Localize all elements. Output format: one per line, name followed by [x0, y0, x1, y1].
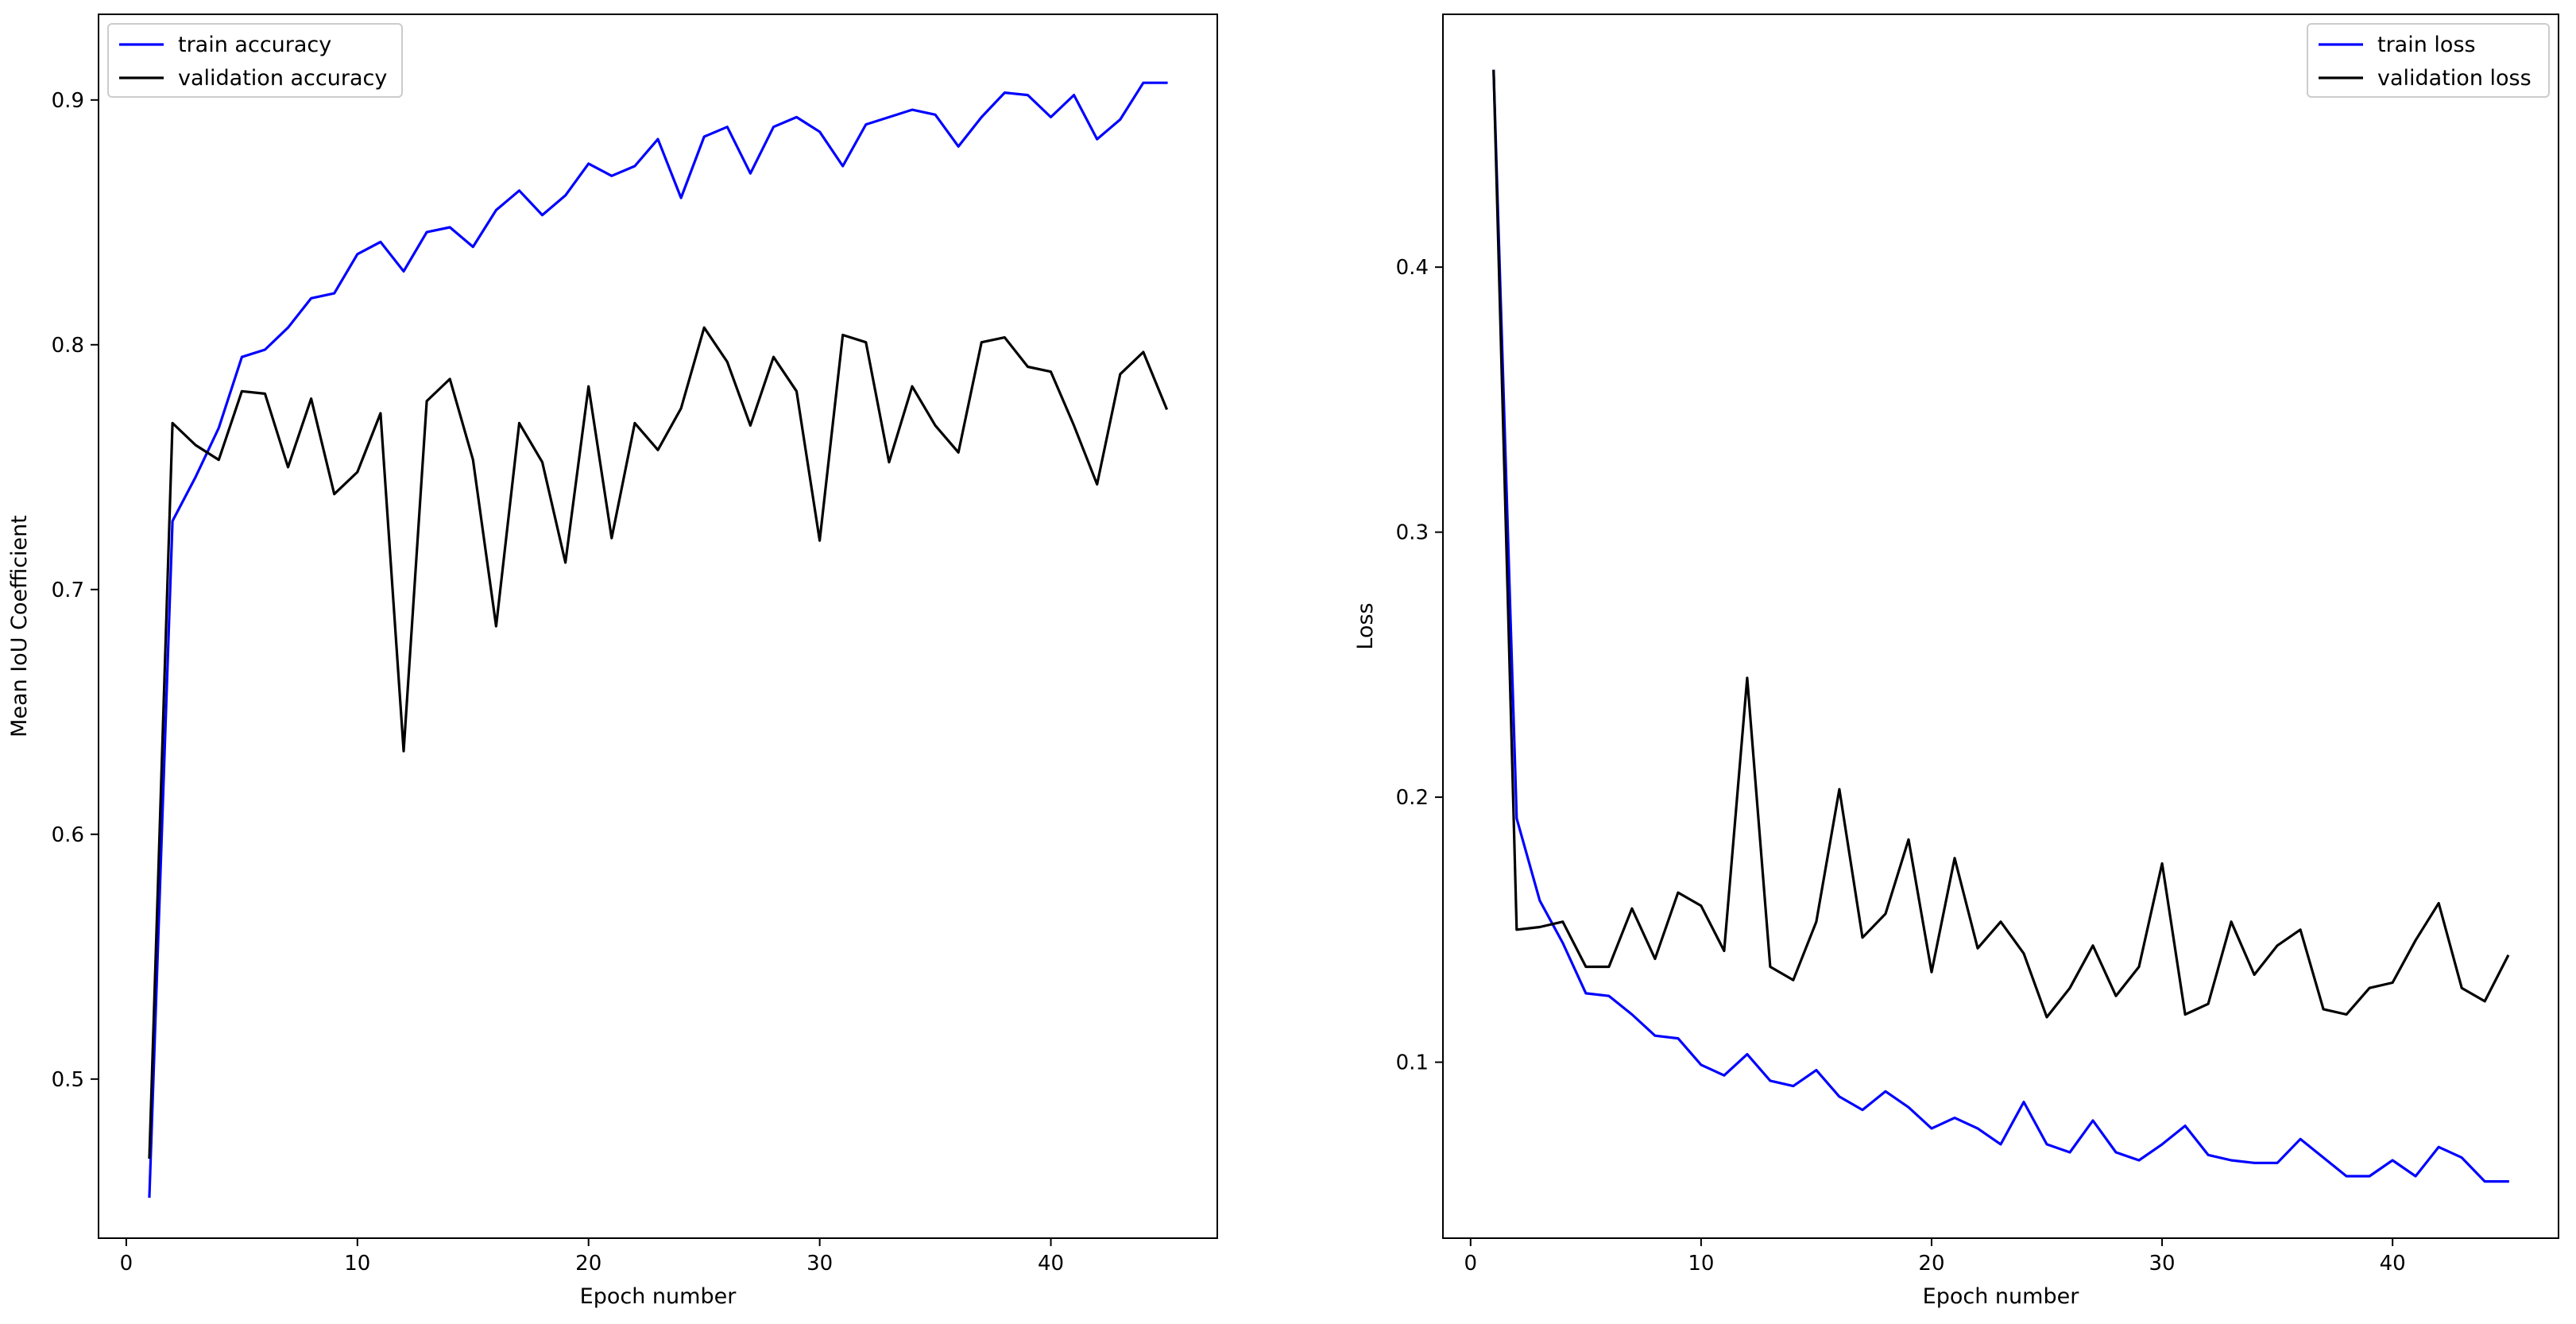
- y-axis-title: Mean IoU Coefficient: [7, 515, 32, 737]
- y-tick-label: 0.7: [52, 579, 84, 602]
- x-axis-title: Epoch number: [1923, 1284, 2080, 1309]
- y-tick-label: 0.6: [52, 823, 84, 847]
- x-tick-label: 0: [120, 1252, 133, 1276]
- series-line-validation-loss: [1492, 69, 2510, 1019]
- legend-label: validation loss: [2377, 66, 2532, 91]
- y-tick-label: 0.5: [52, 1068, 84, 1092]
- x-tick-label: 0: [1464, 1252, 1478, 1276]
- y-tick-label: 0.2: [1396, 786, 1429, 810]
- series-line-validation-accuracy: [148, 326, 1169, 1159]
- x-tick-label: 30: [806, 1252, 833, 1276]
- x-tick-label: 40: [2380, 1252, 2406, 1276]
- plot-frame: [98, 14, 1218, 1239]
- series-line-train-loss: [1492, 69, 2509, 1183]
- y-tick-label: 0.4: [1396, 256, 1429, 280]
- y-axis-title: Loss: [1353, 602, 1378, 649]
- x-axis-title: Epoch number: [580, 1284, 737, 1309]
- x-tick-label: 40: [1038, 1252, 1064, 1276]
- legend: train accuracy validation accuracy: [107, 23, 403, 98]
- x-tick-label: 10: [1688, 1252, 1714, 1276]
- legend-label: train accuracy: [178, 33, 331, 57]
- series-line-train-accuracy: [148, 81, 1168, 1198]
- x-tick-label: 10: [344, 1252, 370, 1276]
- plot-frame: [1442, 14, 2559, 1239]
- legend-label: train loss: [2377, 33, 2476, 57]
- x-tick-label: 20: [575, 1252, 601, 1276]
- y-tick-label: 0.1: [1396, 1051, 1429, 1075]
- legend-label: validation accuracy: [178, 66, 387, 91]
- x-tick-label: 20: [1918, 1252, 1944, 1276]
- y-tick-label: 0.9: [52, 89, 84, 113]
- chart-2: 0 10 20 30 40 0.1 0.2 0.3 0.4 Epoch number Loss tra…: [1353, 14, 2559, 1309]
- legend-box: [2307, 23, 2550, 98]
- legend: train loss validation loss: [2307, 23, 2550, 98]
- y-tick-label: 0.8: [52, 334, 84, 358]
- x-tick-label: 30: [2149, 1252, 2176, 1276]
- y-tick-label: 0.3: [1396, 521, 1429, 545]
- chart-1: 0 10 20 30 40 0.5 0.6 0.7 0.8 0.9 Epoch number Mean…: [7, 14, 1218, 1309]
- legend-box: [107, 23, 403, 98]
